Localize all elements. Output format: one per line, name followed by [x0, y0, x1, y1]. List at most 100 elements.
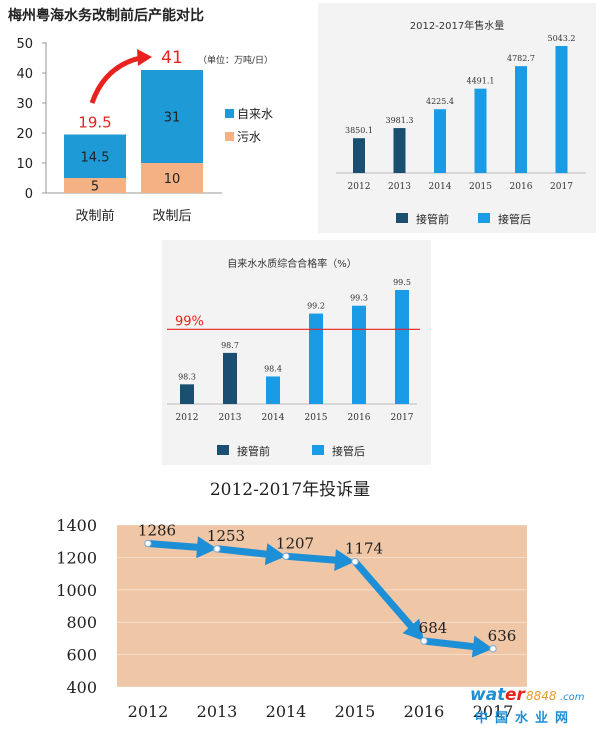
bar-value-label: 98.3 [178, 372, 196, 381]
svg-text:er: er [505, 685, 527, 705]
chart-background [162, 240, 431, 465]
chart-title: 2012-2017年投诉量 [210, 480, 370, 500]
plot-area [117, 525, 527, 687]
y-tick-label: 40 [16, 67, 33, 82]
growth-arrowhead [137, 49, 152, 66]
x-tick-label: 2015 [335, 702, 376, 721]
y-tick-label: 50 [16, 37, 33, 52]
bar [395, 290, 409, 404]
point-value-label: 684 [419, 619, 448, 637]
legend-swatch [225, 132, 234, 141]
x-tick-label: 2016 [404, 702, 445, 721]
x-category-label: 改制前 [75, 208, 114, 224]
legend-label: 接管后 [332, 444, 365, 458]
y-tick-label: 20 [16, 127, 33, 142]
bar [266, 376, 280, 404]
bar [434, 109, 446, 173]
y-tick-label: 400 [66, 678, 97, 697]
bar-value-label: 4225.4 [426, 97, 454, 106]
stacked-bar-segment [141, 70, 203, 163]
point-value-label: 1253 [207, 527, 245, 545]
chart-background [318, 3, 596, 233]
svg-text:wat: wat [470, 685, 506, 705]
trend-arrow-segment [352, 559, 424, 641]
x-tick-label: 2013 [197, 702, 238, 721]
bar-value-label: 98.4 [264, 364, 282, 373]
x-category-label: 改制后 [152, 209, 191, 224]
bar-value-label: 99.2 [307, 302, 325, 311]
legend-swatch [396, 213, 408, 223]
x-category-label: 2015 [305, 413, 328, 423]
legend-label: 接管后 [498, 212, 531, 226]
chart-title: 2012-2017年售水量 [410, 19, 505, 32]
point-value-label: 636 [488, 627, 517, 645]
y-tick-label: 1000 [56, 581, 97, 600]
svg-text:.com: .com [560, 692, 585, 703]
trend-arrow-segment [285, 549, 355, 571]
x-tick-label: 2017 [473, 702, 514, 721]
y-tick-label: 10 [16, 157, 33, 172]
reference-line-label: 99% [175, 314, 204, 329]
stacked-bar-segment [64, 134, 126, 178]
unit-note: （单位：万吨/日） [198, 54, 273, 66]
bar-value-label: 98.7 [221, 341, 239, 350]
bar-value-label: 3981.3 [386, 116, 414, 125]
stacked-bar-segment [64, 178, 126, 193]
bar-value-label: 3850.1 [345, 126, 373, 135]
chart-capacity: 梅州粤海水务改制前后产能对比 0 10 20 30 40 50 5 14.5 19.5 改制前 1… [8, 7, 273, 224]
total-value-label: 41 [161, 48, 183, 68]
data-point [213, 545, 221, 553]
bar-value-label: 99.3 [350, 294, 368, 303]
chart-title: 梅州粤海水务改制前后产能对比 [8, 7, 204, 24]
x-category-label: 2012 [348, 182, 371, 192]
bar [223, 352, 237, 404]
x-category-label: 2013 [219, 413, 242, 423]
legend-label: 污水 [237, 130, 261, 144]
x-category-label: 2014 [429, 182, 452, 192]
chart-title: 自来水水质综合合格率（%） [227, 257, 357, 270]
trend-arrow-segment [423, 635, 493, 658]
x-category-label: 2013 [388, 182, 411, 192]
chart-complaints: 2012-2017年投诉量 400 600 800 1000 1200 1400 2012 2… [56, 480, 585, 726]
data-point [282, 552, 290, 560]
bar [515, 66, 527, 173]
bar-value-label: 5043.2 [548, 34, 576, 43]
point-value-label: 1286 [138, 521, 176, 539]
y-tick-label: 1200 [56, 548, 97, 567]
legend-swatch [225, 109, 234, 118]
total-value-label: 19.5 [78, 114, 111, 132]
x-category-label: 2012 [176, 413, 199, 423]
x-category-label: 2016 [510, 182, 533, 192]
legend-swatch [217, 445, 229, 455]
bar [309, 313, 323, 404]
bar-value-label: 4782.7 [507, 54, 535, 63]
y-tick-label: 1400 [56, 516, 97, 535]
bar [353, 138, 365, 173]
data-point [420, 637, 428, 645]
y-tick-label: 800 [66, 613, 97, 632]
y-tick-label: 600 [66, 646, 97, 665]
x-category-label: 2015 [469, 182, 492, 192]
x-category-label: 2014 [262, 413, 285, 423]
x-tick-label: 2014 [266, 702, 307, 721]
trend-arrow-segment [147, 536, 217, 559]
bar [474, 88, 487, 173]
data-point [351, 557, 359, 566]
bar [555, 46, 568, 173]
stacked-bar-segment [141, 163, 203, 193]
x-tick-label: 2012 [128, 702, 169, 721]
bar-value-label: 99.5 [393, 278, 411, 287]
bar [180, 384, 194, 404]
bar-value-label: 4491.1 [467, 77, 495, 86]
segment-value-label: 14.5 [81, 150, 110, 165]
svg-text:中国水业网: 中国水业网 [475, 710, 575, 726]
legend-swatch [478, 213, 490, 223]
segment-value-label: 5 [91, 180, 99, 195]
data-point [489, 645, 497, 653]
svg-text:8848: 8848 [526, 689, 557, 703]
legend-swatch [312, 445, 324, 455]
bar [393, 128, 406, 173]
bar [352, 305, 366, 404]
growth-arrow [89, 55, 141, 104]
y-tick-label: 30 [16, 97, 33, 112]
